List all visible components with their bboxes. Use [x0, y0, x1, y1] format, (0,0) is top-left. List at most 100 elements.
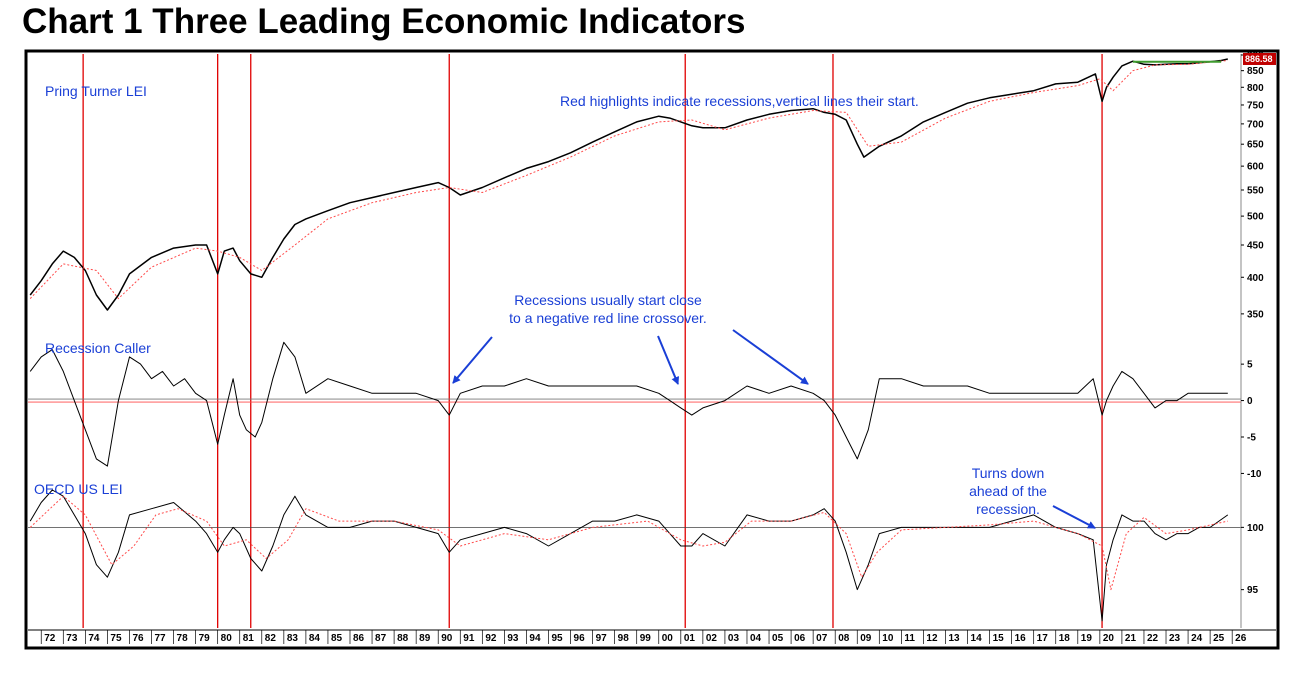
y-tick-label: 95 — [1247, 585, 1259, 596]
y-tick-label: 350 — [1247, 309, 1264, 320]
x-tick-label: 99 — [640, 633, 652, 644]
x-tick-label: 24 — [1191, 633, 1203, 644]
x-tick-label: 81 — [243, 633, 255, 644]
x-tick-label: 10 — [882, 633, 894, 644]
x-tick-label: 98 — [618, 633, 630, 644]
x-tick-label: 85 — [331, 633, 343, 644]
x-tick-label: 89 — [419, 633, 431, 644]
x-tick-label: 00 — [662, 633, 674, 644]
panel-label: OECD US LEI — [34, 481, 123, 497]
y-tick-label: 450 — [1247, 240, 1264, 251]
x-tick-label: 26 — [1235, 633, 1247, 644]
y-tick-label: 5 — [1247, 360, 1253, 371]
x-tick-label: 86 — [353, 633, 365, 644]
signal-series-line — [29, 60, 1228, 300]
x-tick-label: 18 — [1059, 633, 1071, 644]
y-tick-label: 850 — [1247, 66, 1264, 77]
x-axis: 72 73 74 75 76 77 78 79 80 81 82 83 84 85 86 87 88 89 90 91… — [28, 629, 1276, 644]
x-tick-label: 19 — [1081, 633, 1093, 644]
oecd-us-lei-panel: OECD US LEI — [28, 481, 1241, 622]
y-tick-label: 700 — [1247, 119, 1264, 130]
y-tick-label: 400 — [1247, 273, 1264, 284]
x-tick-label: 91 — [463, 633, 475, 644]
recession-start-lines — [82, 54, 1103, 628]
panel-label: Pring Turner LEI — [45, 83, 147, 99]
crossover-note-line: Recessions usually start close — [514, 292, 702, 308]
x-tick-label: 22 — [1147, 633, 1159, 644]
x-tick-label: 84 — [309, 633, 321, 644]
x-tick-label: 05 — [772, 633, 784, 644]
y-tick-label: 800 — [1247, 83, 1264, 94]
x-tick-label: 23 — [1169, 633, 1181, 644]
annotation-arrow — [1052, 505, 1096, 529]
annotations: Red highlights indicate recessions,verti… — [452, 93, 1096, 529]
x-tick-label: 15 — [993, 633, 1005, 644]
signal-series-line — [29, 495, 1228, 591]
x-tick-label: 25 — [1213, 633, 1225, 644]
last-value-label: 886.58 — [1245, 54, 1273, 64]
x-tick-label: 06 — [794, 633, 806, 644]
x-tick-label: 94 — [529, 633, 541, 644]
x-tick-label: 13 — [948, 633, 960, 644]
x-tick-label: 01 — [684, 633, 696, 644]
pring-turner-lei-panel: Pring Turner LEI — [29, 58, 1228, 311]
turns-down-note-line: recession. — [976, 501, 1040, 517]
x-tick-label: 17 — [1037, 633, 1049, 644]
x-tick-label: 07 — [816, 633, 828, 644]
y-tick-label: -10 — [1247, 469, 1262, 480]
x-tick-label: 73 — [66, 633, 78, 644]
x-tick-label: 11 — [904, 633, 915, 644]
x-tick-label: 20 — [1103, 633, 1115, 644]
x-tick-label: 77 — [155, 633, 167, 644]
x-tick-label: 82 — [265, 633, 277, 644]
y-tick-label: -5 — [1247, 433, 1256, 444]
x-tick-label: 16 — [1015, 633, 1027, 644]
y-tick-label: 750 — [1247, 100, 1264, 111]
x-tick-label: 87 — [375, 633, 387, 644]
x-tick-label: 88 — [397, 633, 409, 644]
x-tick-label: 92 — [485, 633, 497, 644]
x-tick-label: 09 — [860, 633, 872, 644]
panel-label: Recession Caller — [45, 340, 151, 356]
x-tick-label: 80 — [221, 633, 233, 644]
indicator-series-line — [29, 489, 1229, 622]
x-tick-label: 02 — [706, 633, 718, 644]
y-axis: 35040045050055060065070075080085090050-5… — [1240, 51, 1276, 628]
y-tick-label: 100 — [1247, 523, 1264, 534]
x-tick-label: 08 — [838, 633, 850, 644]
y-tick-label: 650 — [1247, 140, 1264, 151]
chart-frame — [24, 49, 1280, 650]
x-tick-label: 21 — [1125, 633, 1137, 644]
x-tick-label: 96 — [574, 633, 586, 644]
x-tick-label: 75 — [110, 633, 122, 644]
x-tick-label: 76 — [132, 633, 144, 644]
y-tick-label: 600 — [1247, 162, 1264, 173]
x-tick-label: 78 — [177, 633, 189, 644]
y-tick-label: 550 — [1247, 185, 1264, 196]
x-tick-label: 04 — [750, 633, 762, 644]
x-tick-label: 83 — [287, 633, 299, 644]
annotation-arrow — [452, 336, 493, 384]
x-tick-label: 95 — [551, 633, 563, 644]
y-tick-label: 500 — [1247, 212, 1264, 223]
x-tick-label: 14 — [971, 633, 983, 644]
indicator-series-line — [29, 341, 1228, 467]
x-tick-label: 97 — [596, 633, 608, 644]
x-tick-label: 72 — [44, 633, 56, 644]
x-tick-label: 79 — [199, 633, 211, 644]
chart-title: Chart 1 Three Leading Economic Indicator… — [22, 2, 746, 41]
x-tick-label: 90 — [441, 633, 453, 644]
x-tick-label: 12 — [926, 633, 938, 644]
x-tick-label: 03 — [728, 633, 740, 644]
recession-caller-panel: Recession Caller — [28, 340, 1241, 467]
x-tick-label: 74 — [88, 633, 100, 644]
annotation-arrow — [732, 329, 809, 385]
last-value-badge — [1243, 52, 1276, 65]
turns-down-note-line: ahead of the — [969, 483, 1047, 499]
x-tick-label: 93 — [507, 633, 519, 644]
turns-down-note-line: Turns down — [972, 465, 1045, 481]
crossover-note-line: to a negative red line crossover. — [509, 310, 707, 326]
y-tick-label: 0 — [1247, 396, 1253, 407]
annotation-arrow — [657, 335, 679, 385]
